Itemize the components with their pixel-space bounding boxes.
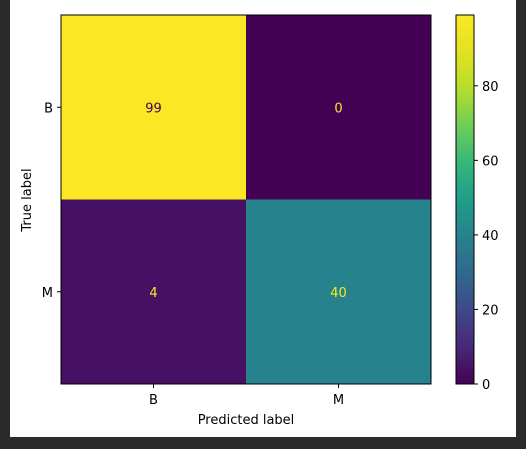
matrix-cell-b-b <box>61 15 246 200</box>
x-tick-label: B <box>149 393 158 408</box>
cell-value-label: 40 <box>330 286 347 301</box>
x-tick-label: M <box>333 393 344 408</box>
y-tick-label: B <box>44 101 53 116</box>
colorbar <box>455 14 475 385</box>
matrix-cell-labels: 99 0 4 40 <box>145 101 347 301</box>
matrix-cell-m-m <box>246 199 431 384</box>
matrix-cells <box>61 15 431 384</box>
matrix-cell-m-b <box>61 199 246 384</box>
colorbar-ticks: 0 20 40 60 80 <box>474 80 499 393</box>
y-axis-label: True label <box>20 168 35 232</box>
cell-value-label: 99 <box>145 101 162 116</box>
colorbar-tick-label: 0 <box>482 378 490 393</box>
colorbar-tick-label: 60 <box>482 154 499 169</box>
colorbar-tick-label: 80 <box>482 80 499 95</box>
matrix-border <box>60 14 432 385</box>
colorbar-tick-label: 40 <box>482 229 499 244</box>
matrix-cell-b-m <box>246 15 431 200</box>
x-axis-label: Predicted label <box>198 413 295 428</box>
cell-value-label: 0 <box>334 101 342 116</box>
cell-value-label: 4 <box>149 286 157 301</box>
y-tick-label: M <box>42 286 53 301</box>
y-axis-ticks: BM <box>42 101 61 301</box>
colorbar-tick-label: 20 <box>482 303 499 318</box>
